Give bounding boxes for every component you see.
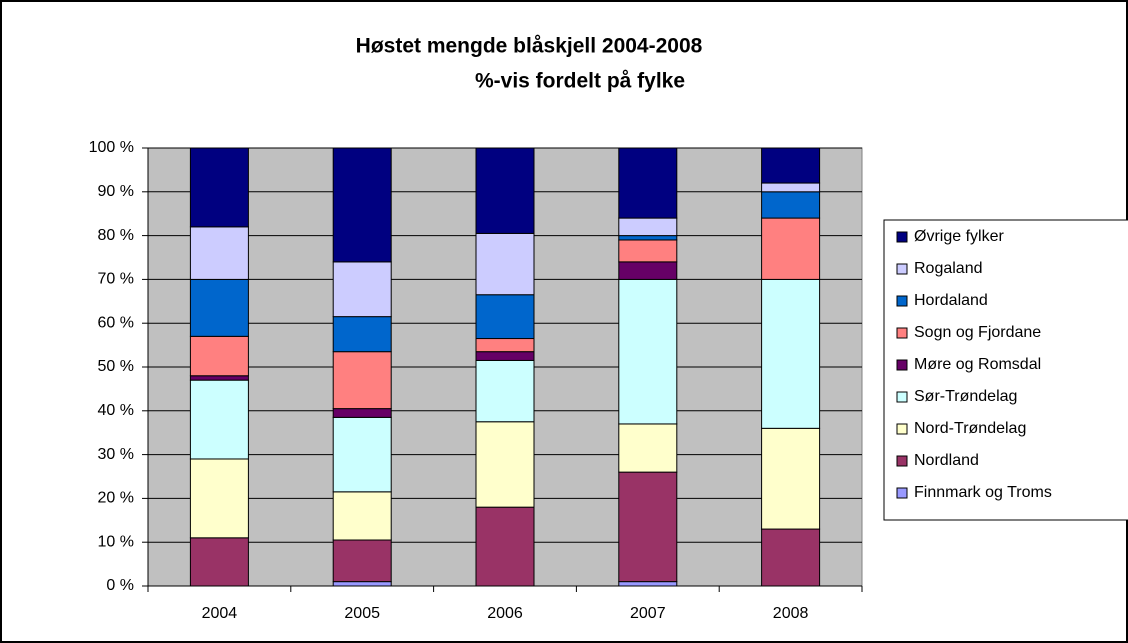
bar-segment: [189, 379, 249, 460]
bar-segment: [475, 359, 535, 423]
bar-segment: [475, 294, 535, 340]
bar-segment: [618, 423, 678, 473]
legend-swatch: [896, 295, 908, 307]
chart-title: Høstet mengde blåskjell 2004-2008: [356, 35, 703, 58]
y-tick-label: 40 %: [98, 402, 134, 419]
legend-label: Sogn og Fjordane: [914, 324, 1041, 341]
bar-segment: [475, 147, 535, 234]
bar-segment: [761, 278, 821, 429]
y-tick-label: 100 %: [89, 139, 134, 156]
bar-segment: [618, 217, 678, 237]
bar-segment: [332, 581, 392, 587]
legend-swatch: [896, 231, 908, 243]
y-tick-label: 0 %: [106, 577, 134, 594]
bar-segment: [618, 261, 678, 280]
bar-segment: [189, 147, 249, 228]
bar-segment: [189, 335, 249, 377]
y-tick-label: 90 %: [98, 183, 134, 200]
bar-segment: [332, 351, 392, 410]
bar-segment: [618, 239, 678, 263]
y-tick-label: 20 %: [98, 490, 134, 507]
bar-segment: [189, 226, 249, 280]
y-tick-label: 80 %: [98, 227, 134, 244]
x-tick-label: 2008: [773, 605, 809, 622]
legend-label: Øvrige fylker: [914, 228, 1004, 245]
legend-label: Møre og Romsdal: [914, 356, 1041, 373]
bar-segment: [475, 351, 535, 361]
bar-segment: [761, 191, 821, 219]
x-tick-label: 2007: [630, 605, 666, 622]
legend-label: Nord-Trøndelag: [914, 420, 1026, 437]
bar-segment: [475, 421, 535, 508]
bar-segment: [618, 278, 678, 425]
legend-label: Hordaland: [914, 292, 988, 309]
legend-swatch: [896, 263, 908, 275]
bar-segment: [332, 408, 392, 418]
bar-segment: [475, 338, 535, 353]
bar-segment: [189, 537, 249, 587]
bar-segment: [761, 182, 821, 193]
legend-box: [883, 219, 1128, 521]
bar-segment: [189, 375, 249, 381]
y-tick-label: 30 %: [98, 446, 134, 463]
bar-segment: [761, 217, 821, 280]
bar-segment: [332, 261, 392, 318]
legend-swatch: [896, 327, 908, 339]
legend-label: Finnmark og Troms: [914, 484, 1052, 501]
bar-segment: [475, 506, 535, 587]
bar-segment: [618, 581, 678, 587]
bar-segment: [332, 491, 392, 541]
bar-segment: [618, 471, 678, 583]
y-tick-label: 60 %: [98, 314, 134, 331]
bar-segment: [189, 278, 249, 337]
bar-segment: [475, 232, 535, 296]
bar-segment: [761, 528, 821, 587]
legend-swatch: [896, 391, 908, 403]
bar-segment: [332, 539, 392, 583]
x-tick-label: 2004: [202, 605, 238, 622]
legend-swatch: [896, 487, 908, 499]
legend-swatch: [896, 423, 908, 435]
bar-segment: [332, 416, 392, 493]
bar-segment: [189, 458, 249, 539]
bar-segment: [618, 147, 678, 219]
bar-segment: [332, 316, 392, 353]
bar-segment: [761, 147, 821, 184]
bar-segment: [761, 427, 821, 530]
legend-label: Sør-Trøndelag: [914, 388, 1017, 405]
bar-segment: [618, 235, 678, 241]
y-tick-label: 50 %: [98, 358, 134, 375]
legend-label: Rogaland: [914, 260, 983, 277]
legend-swatch: [896, 359, 908, 371]
y-tick-label: 10 %: [98, 533, 134, 550]
legend-label: Nordland: [914, 452, 979, 469]
x-tick-label: 2006: [487, 605, 523, 622]
legend-swatch: [896, 455, 908, 467]
x-tick-label: 2005: [344, 605, 380, 622]
y-tick-label: 70 %: [98, 271, 134, 288]
chart-subtitle: %-vis fordelt på fylke: [475, 70, 685, 93]
bar-segment: [332, 147, 392, 263]
